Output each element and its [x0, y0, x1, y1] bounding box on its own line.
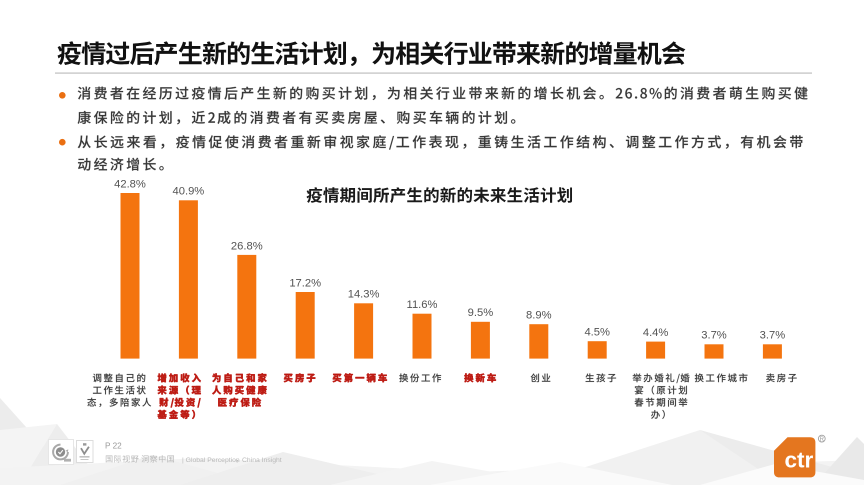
svg-text:14.3%: 14.3%	[348, 289, 380, 301]
svg-text:40.9%: 40.9%	[173, 186, 205, 198]
svg-text:17.2%: 17.2%	[289, 277, 321, 289]
svg-text:9.5%: 9.5%	[468, 307, 494, 319]
svg-text:ctr: ctr	[785, 448, 814, 473]
svg-text:4.5%: 4.5%	[584, 327, 610, 339]
svg-text:26.8%: 26.8%	[231, 240, 263, 252]
svg-text:8.9%: 8.9%	[526, 310, 552, 322]
svg-text:P 22: P 22	[105, 442, 122, 451]
svg-text:42.8%: 42.8%	[114, 178, 146, 190]
svg-text:4.4%: 4.4%	[643, 327, 669, 339]
svg-text:3.7%: 3.7%	[760, 330, 786, 342]
svg-text:3.7%: 3.7%	[701, 330, 727, 342]
svg-text:| Global Perception: | Global Perception	[182, 457, 240, 464]
svg-text:China Insight: China Insight	[242, 457, 282, 464]
svg-text:R: R	[820, 437, 825, 443]
svg-text:11.6%: 11.6%	[407, 299, 438, 311]
